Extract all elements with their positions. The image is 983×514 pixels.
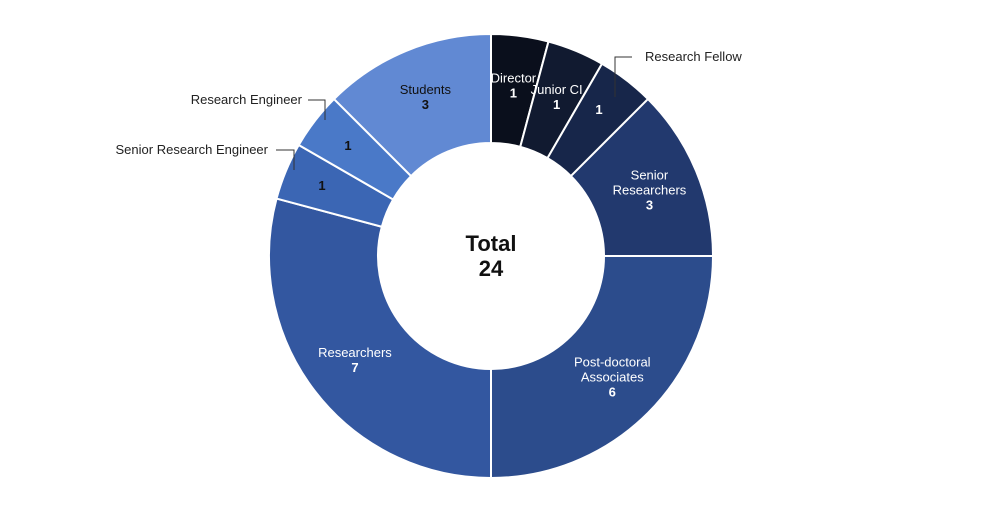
leader-line-research-fellow [614, 56, 632, 97]
slice-value-post-doctoral-associates: 6 [609, 384, 616, 399]
slice-label-research-engineer: Research Engineer [191, 92, 303, 107]
slice-label-director: Director [491, 70, 537, 85]
slice-label-senior-researchers: Senior [631, 167, 669, 182]
center-total-label: Total [466, 231, 517, 256]
slice-value-students: 3 [422, 97, 429, 112]
slice-value-junior-ci: 1 [553, 97, 560, 112]
slice-label-post-doctoral-associates: Post-doctoral [574, 354, 651, 369]
slice-label-junior-ci: Junior CI [531, 82, 583, 97]
slice-value-researchers: 7 [351, 360, 358, 375]
slice-label-post-doctoral-associates: Associates [581, 369, 644, 384]
donut-slice-post-doctoral-associates [490, 255, 715, 480]
donut-slice-researchers [268, 197, 492, 480]
slice-value-research-engineer: 1 [344, 138, 351, 153]
slices-layer [268, 32, 715, 480]
slice-label-researchers: Researchers [318, 345, 392, 360]
slice-label-senior-researchers: Researchers [613, 182, 687, 197]
slice-value-research-fellow: 1 [595, 102, 602, 117]
slice-label-research-fellow: Research Fellow [645, 49, 742, 64]
slice-value-director: 1 [510, 85, 517, 100]
slice-value-senior-researchers: 3 [646, 197, 653, 212]
center-total-value: 24 [479, 256, 504, 281]
leader-line-senior-research-engineer [276, 149, 295, 170]
slice-label-students: Students [400, 82, 452, 97]
slice-value-senior-research-engineer: 1 [318, 178, 325, 193]
leader-line-research-engineer [308, 99, 326, 120]
donut-slice-students [332, 32, 492, 178]
slice-label-senior-research-engineer: Senior Research Engineer [116, 142, 269, 157]
